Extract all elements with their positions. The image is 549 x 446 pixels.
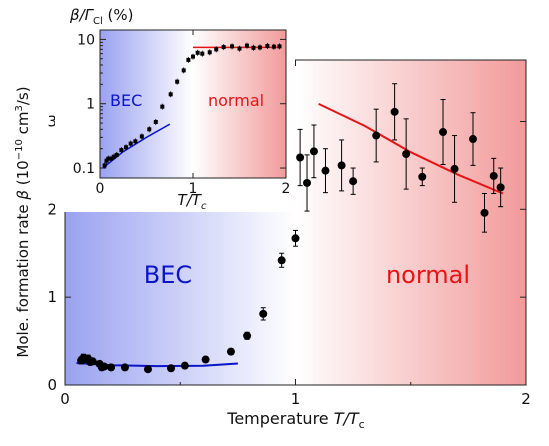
data-point xyxy=(489,171,498,180)
data-point xyxy=(321,166,330,175)
inset-x-tick-label: 0 xyxy=(96,181,105,197)
inset-x-tick-label: 2 xyxy=(282,181,291,197)
inset-data-point xyxy=(237,46,242,51)
inset-data-point xyxy=(133,139,138,144)
inset-data-point xyxy=(104,158,109,163)
main-region-label-bec: BEC xyxy=(144,261,192,289)
inset-data-point xyxy=(160,104,165,109)
inset-data-point xyxy=(119,148,124,153)
inset-data-point xyxy=(265,43,270,48)
inset-data-point xyxy=(214,47,219,52)
inset-data-point xyxy=(186,57,191,62)
data-point xyxy=(296,153,305,162)
inset-plot: 0 1 2 0.1 1 10 BEC normal β/ΓCl (%) T/Tc xyxy=(55,0,295,212)
main-plot: 0 1 2 0 1 2 3 BEC normal Temperature T/Tc Mole… xyxy=(14,59,531,431)
inset-data-point xyxy=(207,50,212,55)
data-point xyxy=(309,147,318,156)
main-x-axis-label: Temperature T/Tc xyxy=(226,409,364,431)
inset-data-point xyxy=(102,163,107,168)
inset-axis-ticks: 0 1 2 0.1 1 10 xyxy=(73,30,291,197)
inset-region-label-bec: BEC xyxy=(110,91,142,110)
inset-data-points xyxy=(102,42,282,169)
inset-data-point xyxy=(257,45,262,50)
y-tick-label: 2 xyxy=(47,200,57,218)
inset-data-point xyxy=(114,152,119,157)
data-point xyxy=(439,128,448,137)
data-point xyxy=(180,361,189,370)
inset-data-point xyxy=(181,68,186,73)
data-point xyxy=(259,309,268,318)
inset-data-point xyxy=(230,44,235,49)
data-point xyxy=(450,164,459,173)
data-point xyxy=(107,363,116,372)
data-point xyxy=(201,355,210,364)
inset-data-point xyxy=(139,134,144,139)
main-region-label-normal: normal xyxy=(386,261,470,289)
inset-data-point xyxy=(191,54,195,59)
inset-data-point xyxy=(277,44,282,49)
inset-data-point xyxy=(168,92,173,97)
inset-data-point xyxy=(128,141,133,146)
data-point xyxy=(243,331,252,340)
data-point xyxy=(143,365,152,374)
data-point xyxy=(167,364,176,373)
y-tick-label: 3 xyxy=(47,112,57,130)
inset-data-point xyxy=(221,45,226,50)
inset-data-point xyxy=(195,50,200,55)
y-tick-label: 1 xyxy=(47,288,57,306)
data-point xyxy=(337,161,346,170)
inset-y-tick-label: 0.1 xyxy=(73,161,95,177)
data-point xyxy=(277,256,286,265)
main-data-points xyxy=(77,83,505,374)
inset-y-tick-label: 10 xyxy=(77,32,95,48)
inset-y-tick-label: 1 xyxy=(86,97,95,113)
inset-data-point xyxy=(153,119,158,124)
x-tick-label: 1 xyxy=(291,390,301,408)
data-point xyxy=(88,357,97,366)
main-y-axis-label: Mole. formation rate β (10−10 cm3/s) xyxy=(14,86,32,357)
inset-data-point xyxy=(124,145,129,150)
data-point xyxy=(372,131,381,140)
y-tick-label: 0 xyxy=(47,376,57,394)
fit-curve-normal xyxy=(318,102,504,195)
inset-data-point xyxy=(106,156,111,161)
inset-title: β/ΓCl (%) xyxy=(69,6,133,27)
data-point xyxy=(120,363,129,372)
inset-data-point xyxy=(271,44,276,49)
data-point xyxy=(100,362,109,371)
inset-x-tick-label: 1 xyxy=(189,181,198,197)
inset-data-point xyxy=(109,156,114,161)
data-point xyxy=(418,172,427,181)
data-point xyxy=(291,234,300,243)
data-point xyxy=(349,177,358,186)
data-point xyxy=(402,149,411,158)
data-point xyxy=(303,178,312,187)
data-point xyxy=(468,135,477,144)
inset-data-point xyxy=(244,43,249,48)
inset-data-point xyxy=(111,154,116,159)
data-point xyxy=(390,107,399,116)
inset-data-point xyxy=(175,79,180,84)
inset-data-point xyxy=(200,51,205,56)
inset-region-label-normal: normal xyxy=(208,91,264,110)
data-point xyxy=(480,208,489,217)
main-axis-ticks: 0 1 2 0 1 2 3 xyxy=(47,60,531,408)
inset-data-point xyxy=(147,127,152,132)
inset-x-axis-label: T/Tc xyxy=(178,191,207,212)
data-point xyxy=(226,347,235,356)
x-tick-label: 0 xyxy=(60,390,70,408)
x-tick-label: 2 xyxy=(521,390,531,408)
data-point xyxy=(496,183,505,192)
inset-data-point xyxy=(251,45,256,50)
